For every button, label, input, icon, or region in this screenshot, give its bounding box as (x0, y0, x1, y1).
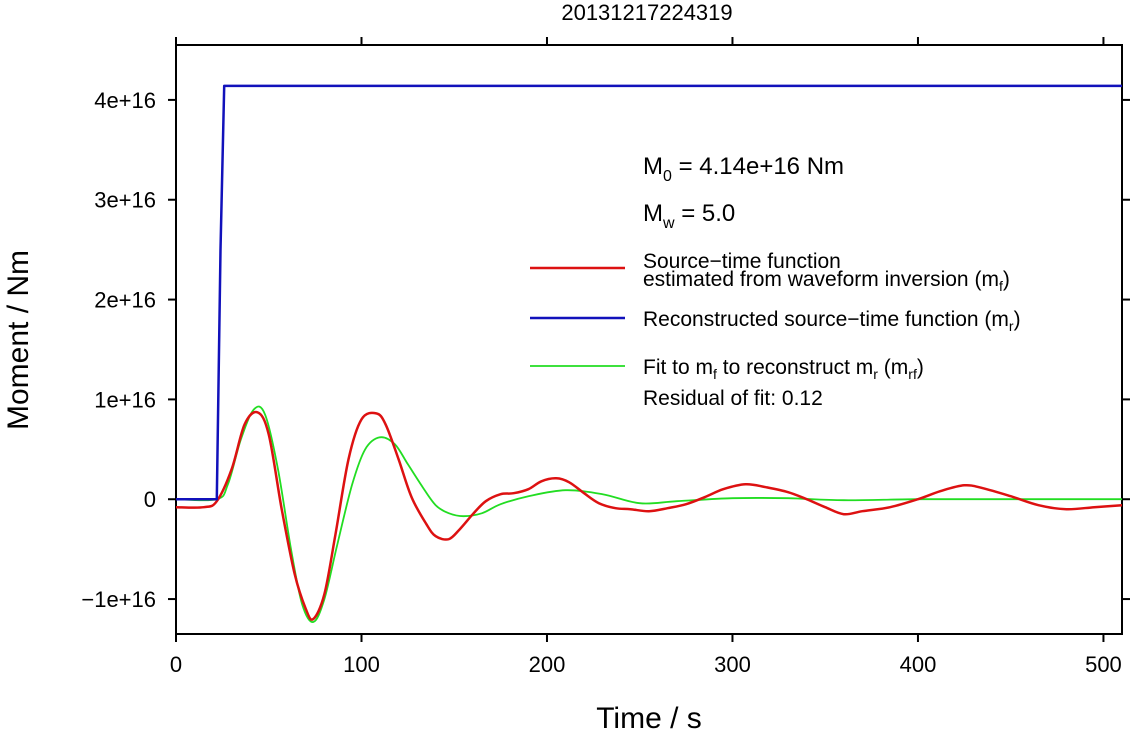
plot-frame (175, 44, 1123, 635)
x-tick-label: 200 (529, 652, 566, 677)
x-tick-label: 100 (343, 652, 380, 677)
x-tick-label: 0 (170, 652, 182, 677)
y-tick-label: −1e+16 (81, 587, 156, 612)
legend: Source−time function estimated from wave… (530, 250, 1021, 410)
y-tick-label: 3e+16 (94, 188, 156, 213)
mw-annotation: Mw = 5.0 (643, 200, 735, 232)
legend-label-mf-line2: estimated from waveform inversion (mf) (643, 268, 1010, 294)
series-line-mr (176, 84, 1122, 501)
x-tick-label: 400 (900, 652, 937, 677)
tick-labels: 0 100 200 300 400 500 −1e+16 0 1e+16 2e+16 3e+16 4e… (81, 88, 1121, 677)
y-tick-label: 4e+16 (94, 88, 156, 113)
series-line-mrf (175, 405, 1122, 623)
m0-annotation: M0 = 4.14e+16 Nm (643, 153, 844, 185)
y-axis-label: Moment / Nm (2, 250, 35, 430)
tick-marks (168, 37, 1130, 642)
series-lines (175, 84, 1123, 623)
y-tick-label: 2e+16 (94, 288, 156, 313)
legend-label-mrf: Fit to mf to reconstruct mr (mrf) (643, 356, 924, 382)
x-tick-label: 500 (1085, 652, 1122, 677)
legend-label-mr: Reconstructed source−time function (mr) (643, 308, 1021, 334)
x-tick-label: 300 (714, 652, 751, 677)
chart-title: 20131217224319 (561, 0, 732, 25)
residual-annotation: Residual of fit: 0.12 (643, 387, 823, 410)
x-axis-label: Time / s (596, 702, 702, 734)
y-tick-label: 1e+16 (94, 387, 156, 412)
y-tick-label: 0 (144, 487, 156, 512)
series-line-mf (175, 410, 1123, 621)
annotations: M0 = 4.14e+16 Nm Mw = 5.0 (643, 153, 844, 232)
legend-label-mf: Source−time function (643, 250, 841, 273)
